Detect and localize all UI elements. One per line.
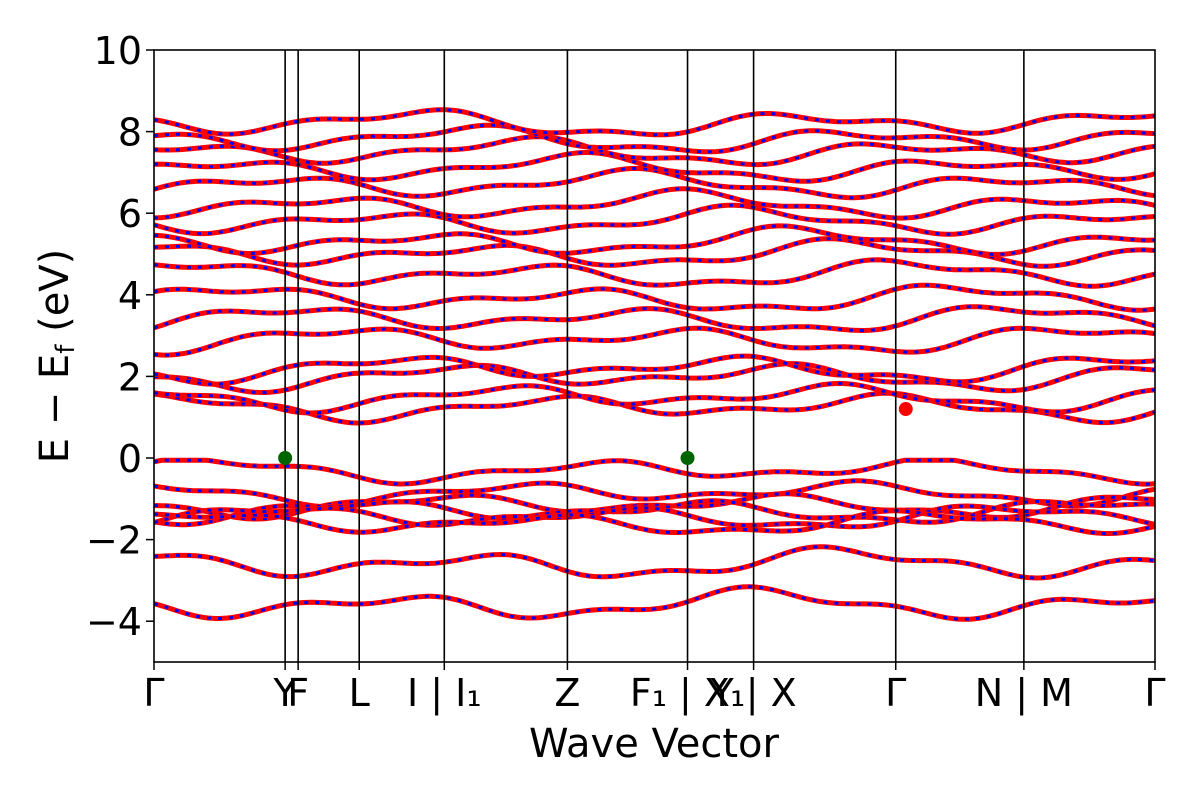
band-line-down <box>154 326 1155 357</box>
x-tick-label: I | I₁ <box>407 671 482 716</box>
band-line-down <box>154 362 1155 394</box>
y-tick-label: −4 <box>86 600 142 644</box>
x-tick-label: F <box>287 671 309 715</box>
x-axis-label: Wave Vector <box>529 721 780 767</box>
band-line-down <box>154 135 1155 167</box>
x-tick-label: Z <box>554 671 580 715</box>
y-axis-label: E − Ef (eV) <box>32 249 81 464</box>
plot-area <box>154 50 1155 662</box>
band-line-down <box>154 224 1155 256</box>
vbm-marker <box>278 451 293 465</box>
band-line-down <box>154 258 1155 288</box>
y-tick-label: 6 <box>118 192 142 236</box>
x-tick-label: N | M <box>975 671 1073 716</box>
band-line-down <box>154 354 1155 386</box>
x-tick-label: L <box>349 671 370 715</box>
band-line-down <box>154 108 1155 137</box>
y-tick-label: 4 <box>118 274 142 318</box>
band-line-down <box>154 381 1155 415</box>
band-line-down <box>154 283 1155 312</box>
y-axis: −4 −2 0 2 4 6 8 10 <box>86 29 154 644</box>
x-tick-label: Γ <box>1144 671 1165 715</box>
band-line-down <box>154 151 1155 183</box>
band-line-down <box>154 585 1155 621</box>
band-line-down <box>154 203 1155 236</box>
band-line-down <box>154 237 1155 268</box>
x-tick-label: F₁ | X₁ <box>630 671 745 716</box>
x-axis: Γ YF L I | I₁ Z F₁ | X₁Y | X Γ N | M Γ <box>143 662 1166 716</box>
band-line-down <box>154 504 1155 529</box>
x-tick-label: Γ <box>885 671 906 715</box>
x-tick-label: Γ <box>143 671 164 715</box>
plot-frame <box>153 49 1156 663</box>
cbm-marker <box>898 402 913 417</box>
band-line-down <box>154 305 1155 333</box>
extrema-markers <box>278 402 913 465</box>
band-line-down <box>154 545 1155 580</box>
band-line-down <box>154 167 1155 200</box>
bands-group <box>154 107 1155 622</box>
band-line-down <box>154 458 1155 486</box>
x-tick-label: Y <box>273 671 298 715</box>
y-tick-label: 2 <box>118 355 142 399</box>
kpoint-lines <box>284 50 1025 662</box>
x-tick-label: Y | X <box>709 671 796 716</box>
vbm-marker <box>680 451 695 465</box>
y-tick-label: 8 <box>118 111 142 155</box>
band-line-down <box>154 509 1155 535</box>
band-line-down <box>154 391 1155 425</box>
band-line-down <box>154 123 1155 154</box>
y-tick-label: 10 <box>94 29 142 73</box>
band-line-down <box>154 187 1155 220</box>
y-tick-label: 0 <box>118 437 142 481</box>
y-tick-label: −2 <box>86 519 142 563</box>
